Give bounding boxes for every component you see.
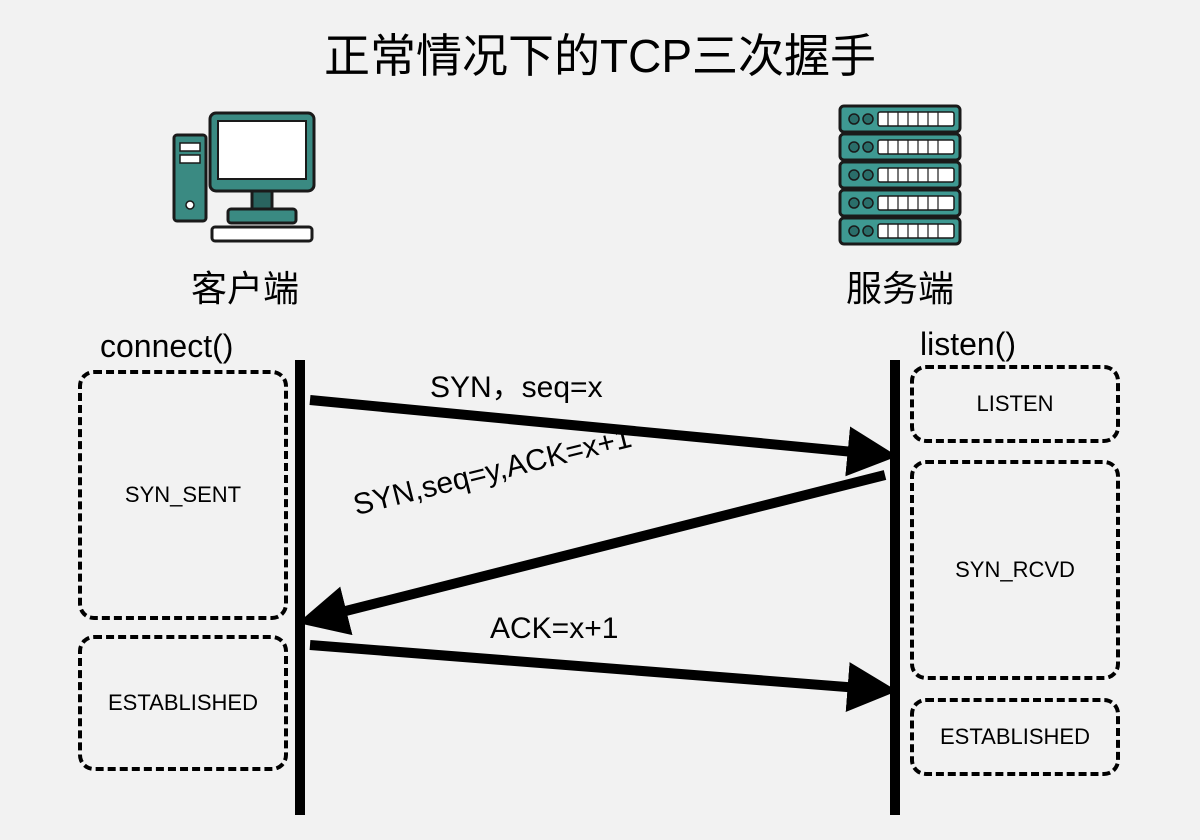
- msg-label-synack: SYN,seq=y,ACK=x+1: [350, 421, 635, 523]
- msg-label-syn: SYN，seq=x: [430, 362, 603, 406]
- client-state-syn-sent-label: SYN_SENT: [125, 482, 241, 508]
- client-state-established: ESTABLISHED: [78, 635, 288, 771]
- server-state-syn-rcvd: SYN_RCVD: [910, 460, 1120, 680]
- server-rack-icon: [830, 100, 970, 248]
- server-state-listen-label: LISTEN: [976, 391, 1053, 417]
- diagram-stage: 正常情况下的TCP三次握手: [0, 0, 1200, 840]
- diagram-title: 正常情况下的TCP三次握手: [0, 20, 1200, 86]
- client-func-label: connect(): [100, 328, 233, 365]
- arrow-ack: [310, 645, 885, 690]
- client-computer-icon: [170, 105, 320, 245]
- msg-label-ack: ACK=x+1: [490, 612, 618, 646]
- server-label: 服务端: [800, 260, 1000, 312]
- client-state-established-label: ESTABLISHED: [108, 690, 258, 716]
- server-state-listen: LISTEN: [910, 365, 1120, 443]
- server-state-established-label: ESTABLISHED: [940, 724, 1090, 750]
- client-state-syn-sent: SYN_SENT: [78, 370, 288, 620]
- server-state-syn-rcvd-label: SYN_RCVD: [955, 557, 1075, 583]
- client-lifeline: [295, 360, 305, 815]
- server-func-label: listen(): [920, 326, 1016, 363]
- server-state-established: ESTABLISHED: [910, 698, 1120, 776]
- client-label: 客户端: [145, 260, 345, 312]
- server-lifeline: [890, 360, 900, 815]
